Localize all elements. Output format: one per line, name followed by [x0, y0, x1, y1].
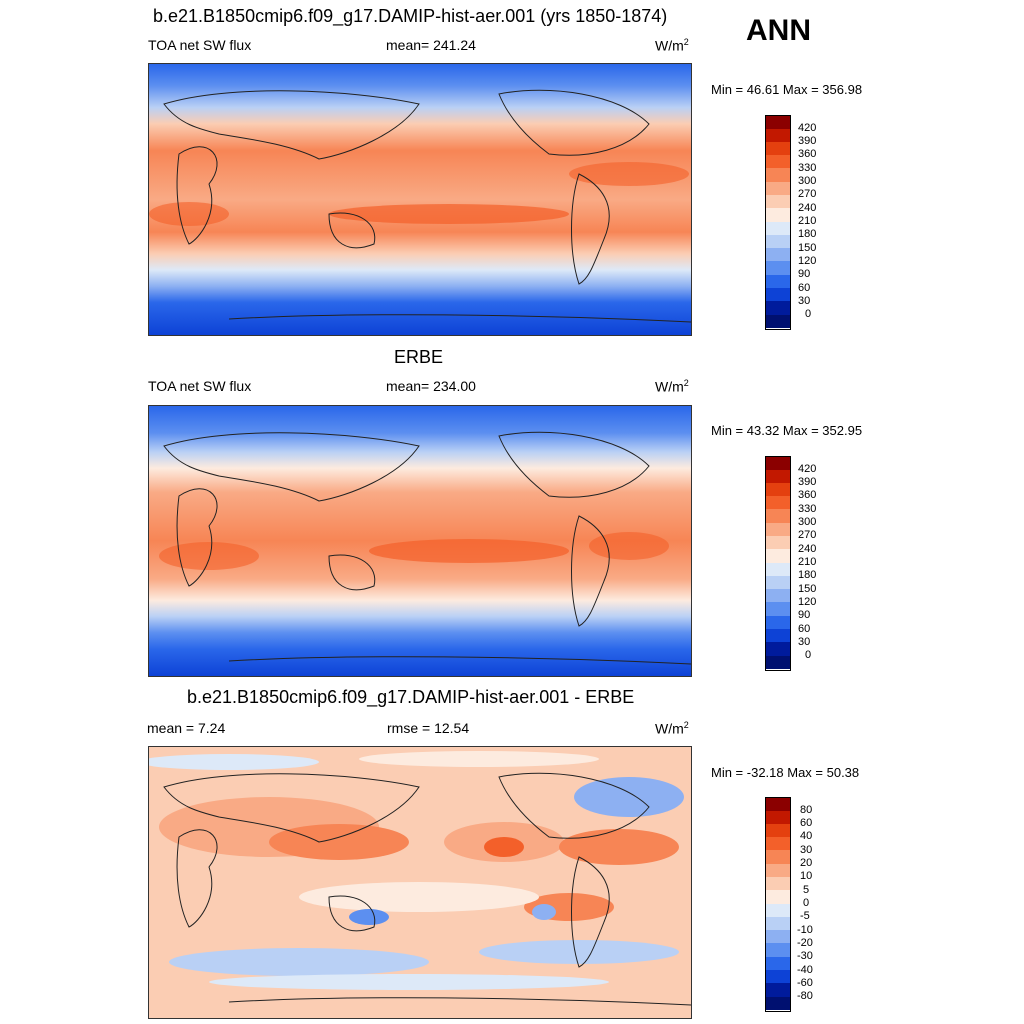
panel-3-units: W/m2: [655, 720, 689, 737]
panel-3-colorbar: [765, 797, 791, 1012]
panel-3-map: [148, 746, 692, 1019]
panel-3-mean: mean = 7.24: [147, 720, 226, 736]
panel-3-title: b.e21.B1850cmip6.f09_g17.DAMIP-hist-aer.…: [187, 687, 635, 707]
cb3-label: -30: [797, 950, 813, 962]
cb2-label: 0: [805, 649, 812, 661]
cb2-label: 180: [798, 569, 817, 581]
season-label: ANN: [746, 14, 811, 47]
cb2-label: 240: [798, 543, 817, 555]
panel-1-colorbar: [765, 115, 791, 330]
cb1-label: 390: [798, 135, 817, 147]
panel-2-mean: mean= 234.00: [386, 378, 476, 394]
cb1-label: 60: [798, 282, 811, 294]
cb3-label: -5: [800, 910, 810, 922]
cb3-label: -60: [797, 977, 813, 989]
cb3-label: 10: [800, 870, 813, 882]
cb3-label: 80: [800, 804, 813, 816]
panel-2-units: W/m2: [655, 378, 689, 395]
cb3-label: 0: [803, 897, 810, 909]
cb2-label: 330: [798, 503, 817, 515]
cb2-label: 90: [798, 609, 811, 621]
cb2-label: 270: [798, 529, 817, 541]
panel-2-colorbar: [765, 456, 791, 671]
panel-1-units: W/m2: [655, 37, 689, 54]
panel-3-minmax: Min = -32.18 Max = 50.38: [711, 765, 860, 780]
cb1-label: 210: [798, 215, 817, 227]
cb2-label: 30: [798, 636, 811, 648]
cb2-label: 60: [798, 623, 811, 635]
cb2-label: 390: [798, 476, 817, 488]
cb3-label: 40: [800, 830, 813, 842]
cb1-label: 360: [798, 148, 817, 160]
panel-1-map: [148, 63, 692, 336]
cb3-label: -40: [797, 964, 813, 976]
panel-2-minmax: Min = 43.32 Max = 352.95: [711, 423, 863, 438]
cb2-label: 150: [798, 583, 817, 595]
panel-2-variable: TOA net SW flux: [148, 378, 252, 394]
cb2-label: 120: [798, 596, 817, 608]
cb3-label: 5: [803, 884, 810, 896]
cb3-label: -80: [797, 990, 813, 1002]
cb3-label: 60: [800, 817, 813, 829]
cb1-label: 420: [798, 122, 817, 134]
cb3-label: -10: [797, 924, 813, 936]
panel-2-map: [148, 405, 692, 677]
panel-1-variable: TOA net SW flux: [148, 37, 252, 53]
cb2-label: 420: [798, 463, 817, 475]
cb1-label: 270: [798, 188, 817, 200]
cb1-label: 90: [798, 268, 811, 280]
cb1-label: 180: [798, 228, 817, 240]
cb3-label: -20: [797, 937, 813, 949]
cb1-label: 120: [798, 255, 817, 267]
cb1-label: 300: [798, 175, 817, 187]
cb2-label: 360: [798, 489, 817, 501]
cb1-label: 0: [805, 308, 812, 320]
panel-1-minmax: Min = 46.61 Max = 356.98: [711, 82, 863, 97]
cb1-label: 240: [798, 202, 817, 214]
panel-2-title: ERBE: [394, 347, 444, 367]
cb3-label: 20: [800, 857, 813, 869]
panel-1-title: b.e21.B1850cmip6.f09_g17.DAMIP-hist-aer.…: [153, 6, 668, 26]
panel-3-rmse: rmse = 12.54: [387, 720, 470, 736]
panel-1-mean: mean= 241.24: [386, 37, 476, 53]
cb1-label: 150: [798, 242, 817, 254]
cb2-label: 210: [798, 556, 817, 568]
cb1-label: 330: [798, 162, 817, 174]
cb1-label: 30: [798, 295, 811, 307]
cb2-label: 300: [798, 516, 817, 528]
cb3-label: 30: [800, 844, 813, 856]
